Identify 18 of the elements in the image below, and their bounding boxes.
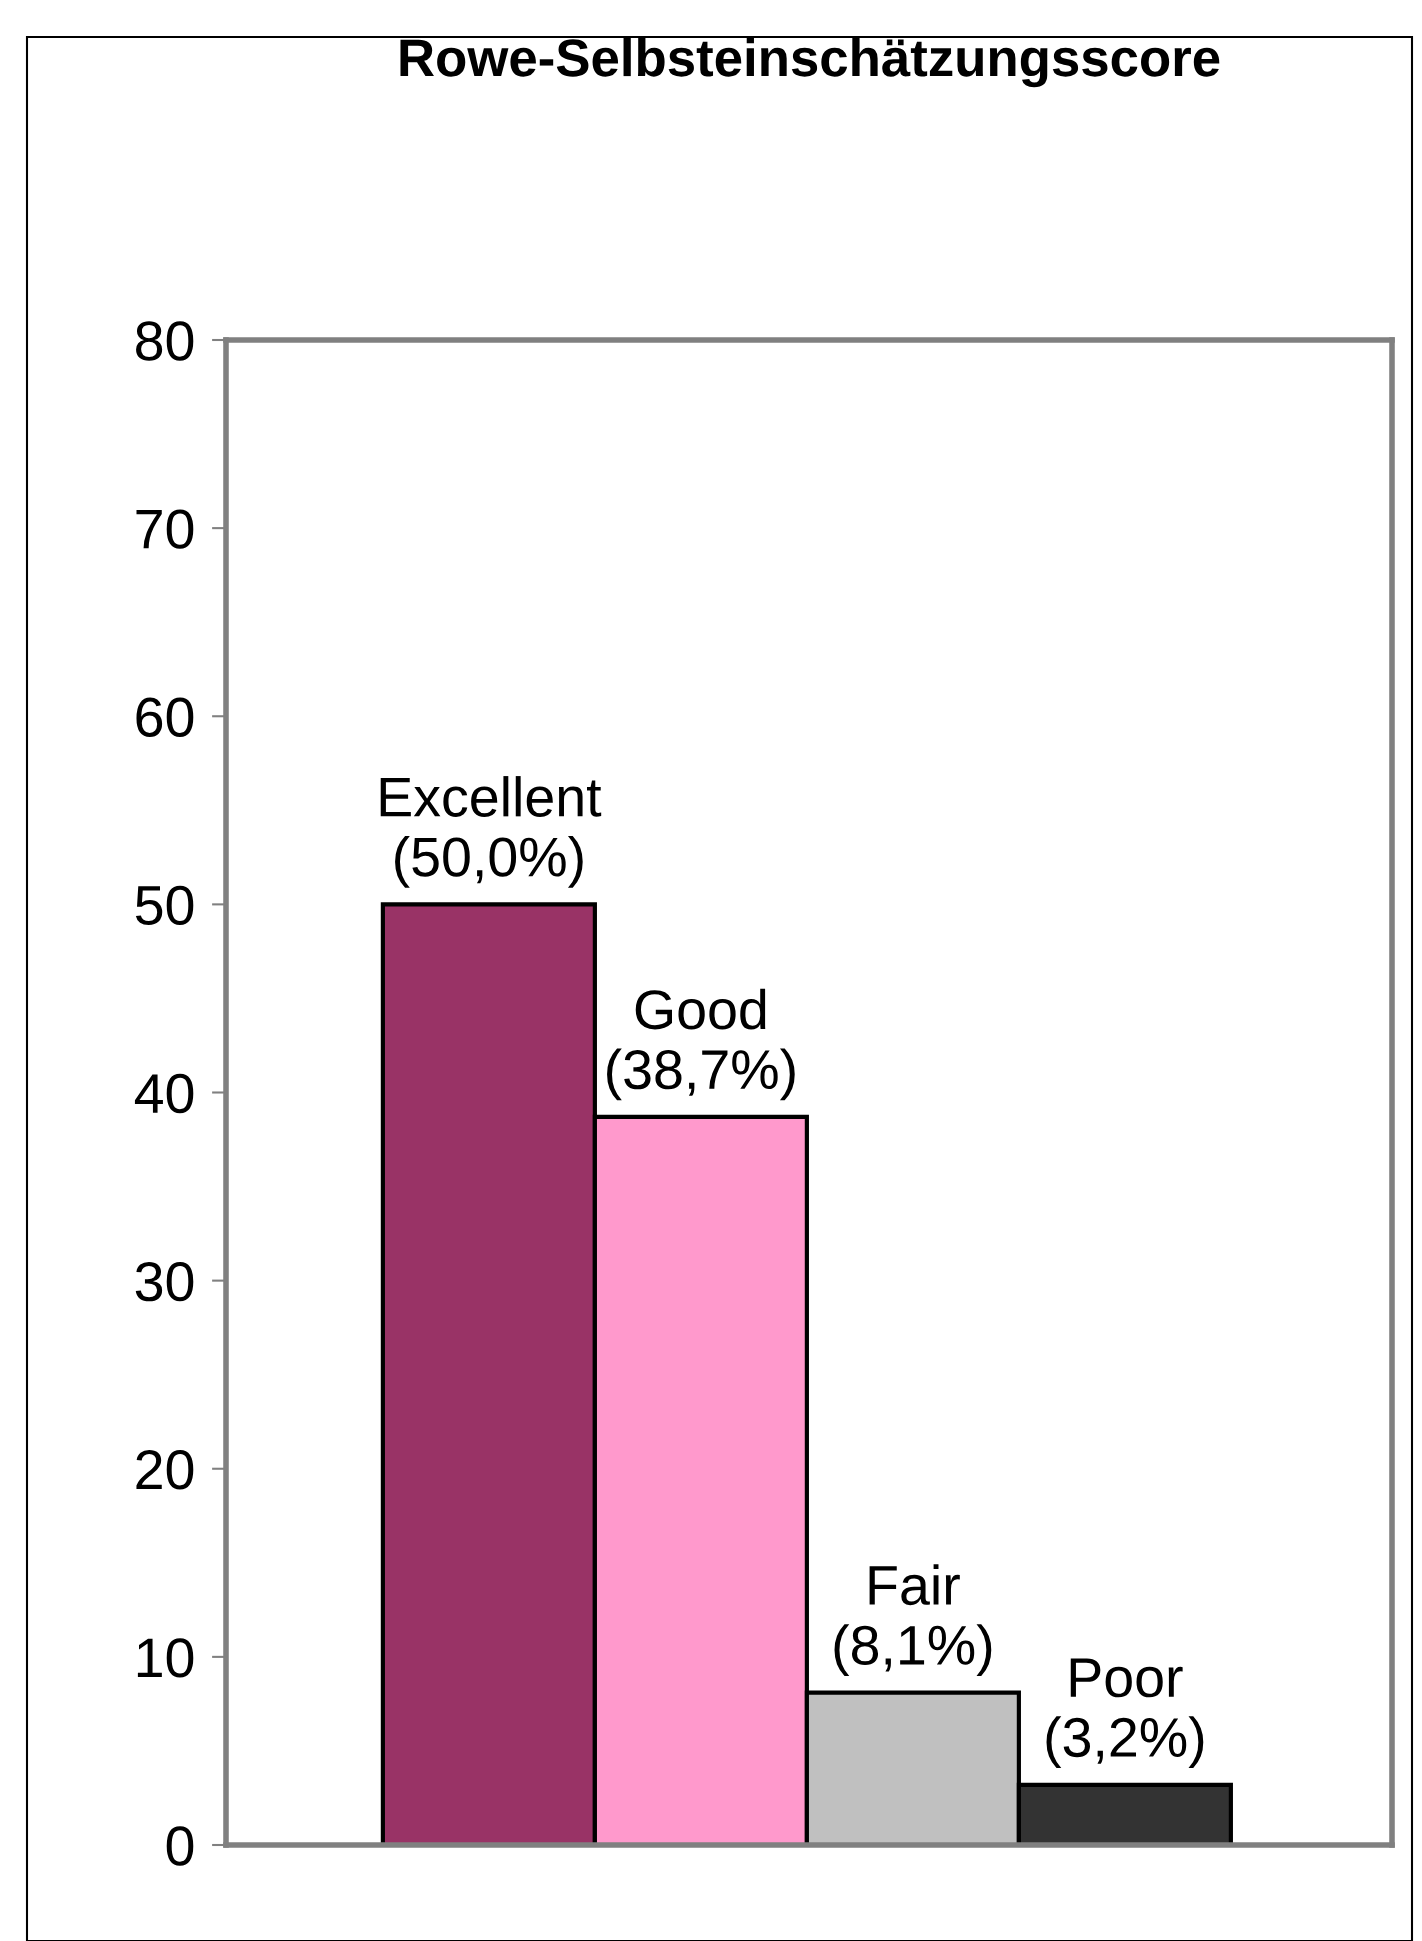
- x-tick-label: Poor: [1070, 1658, 1183, 1698]
- data-label: (3,2%): [1046, 1716, 1204, 1769]
- chart-title: Rowe-Selbsteinschätzungsscore: [400, 37, 1220, 88]
- data-label: (38,7%): [607, 1048, 795, 1101]
- y-tick-label: 0: [166, 1826, 194, 1866]
- data-label: (8,1%): [834, 1624, 992, 1676]
- x-tick-label: Excellent: [380, 776, 602, 817]
- x-tick-label: Good: [635, 988, 766, 1030]
- y-tick-label: 10: [137, 1638, 194, 1678]
- y-tick-label: 40: [134, 1073, 194, 1114]
- data-label: (50,0%): [395, 835, 583, 888]
- y-tick-label: 60: [136, 697, 194, 737]
- x-tick-label: Fair: [869, 1564, 960, 1606]
- y-tick-label: 80: [136, 321, 194, 361]
- y-tick-label: 20: [136, 1450, 194, 1490]
- y-tick-label: 70: [136, 509, 194, 549]
- y-tick-label: 50: [135, 885, 194, 926]
- y-tick-label: 30: [135, 1261, 194, 1302]
